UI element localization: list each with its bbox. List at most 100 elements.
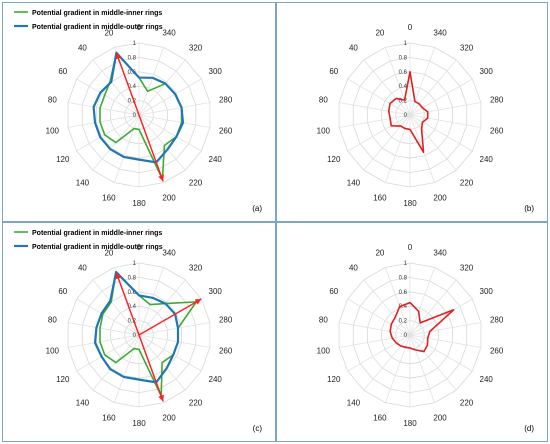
grid-spoke — [138, 267, 165, 336]
angle-tick-label: 200 — [162, 194, 176, 203]
angle-tick-label: 140 — [347, 178, 361, 187]
grid-spoke — [347, 78, 411, 116]
angle-tick-label: 280 — [490, 316, 504, 325]
angle-tick-label: 20 — [375, 28, 384, 37]
radar-chart-a: 0 0.2 0.4 0.6 0.8 1 0 20 40 60 80 100 120 140 160 180 20… — [14, 10, 262, 213]
grid-spoke — [409, 47, 436, 116]
angle-tick-label: 280 — [219, 96, 233, 105]
grid-spoke — [138, 322, 210, 336]
series-line — [389, 301, 455, 353]
grid-spoke — [92, 279, 140, 336]
angle-tick-label: 100 — [317, 126, 331, 135]
grid-spoke — [409, 334, 457, 391]
series-line — [387, 71, 429, 154]
radial-tick-label: 0.2 — [128, 99, 137, 105]
angle-tick-label: 280 — [490, 96, 504, 105]
grid-spoke — [409, 267, 436, 336]
grid-spoke — [138, 334, 210, 348]
angle-tick-label: 120 — [327, 375, 341, 384]
radial-tick-label: 0.8 — [128, 55, 137, 61]
grid-spoke — [409, 114, 457, 171]
grid-spoke — [409, 102, 481, 116]
angle-tick-label: 80 — [319, 316, 328, 325]
angle-tick-label: 100 — [46, 126, 60, 135]
angle-tick-label: 40 — [349, 44, 358, 53]
angle-tick-label: 180 — [132, 199, 146, 208]
grid-spoke — [339, 102, 411, 116]
angle-tick-label: 80 — [48, 96, 57, 105]
angle-tick-label: 40 — [78, 44, 87, 53]
angle-tick-label: 200 — [433, 414, 447, 423]
radial-tick-label: 0.6 — [399, 290, 408, 296]
radial-tick-label: 0.6 — [128, 290, 137, 296]
radial-tick-label: 1 — [404, 261, 408, 267]
grid-spoke — [409, 334, 481, 348]
grid-spoke — [339, 322, 411, 336]
grid-spoke — [384, 334, 411, 403]
grid-spoke — [347, 334, 411, 372]
grid-spoke — [409, 78, 473, 116]
grid-spoke — [76, 298, 140, 336]
direction-arrow — [138, 298, 202, 336]
grid-spoke — [409, 114, 481, 128]
radial-tick-label: 0.4 — [128, 84, 137, 90]
angle-tick-label: 340 — [162, 28, 176, 37]
radial-tick-label: 0.8 — [399, 55, 408, 61]
radial-tick-label: 0.2 — [399, 99, 408, 105]
panel-label: (a) — [252, 204, 262, 213]
legend-label: Potential gradient in middle-outer rings — [32, 24, 163, 31]
angle-tick-label: 20 — [104, 248, 113, 257]
radial-tick-label: 1 — [133, 261, 137, 267]
angle-tick-label: 260 — [490, 346, 504, 355]
angle-tick-label: 140 — [76, 398, 90, 407]
angle-tick-label: 180 — [403, 419, 417, 428]
angle-tick-label: 80 — [48, 316, 57, 325]
grid-spoke — [384, 114, 411, 183]
grid-spoke — [347, 114, 411, 152]
angle-tick-label: 260 — [219, 346, 233, 355]
angle-tick-label: 120 — [327, 155, 341, 164]
grid-spoke — [76, 114, 140, 152]
grid-spoke — [347, 298, 411, 336]
radial-tick-label: 1 — [133, 41, 137, 47]
angle-tick-label: 40 — [78, 264, 87, 273]
angle-tick-label: 340 — [433, 28, 447, 37]
radial-tick-label: 0.4 — [399, 84, 408, 90]
angle-tick-label: 220 — [460, 398, 474, 407]
angle-tick-label: 180 — [403, 199, 417, 208]
angle-tick-label: 80 — [319, 96, 328, 105]
angle-tick-label: 140 — [76, 178, 90, 187]
angle-tick-label: 140 — [347, 398, 361, 407]
angle-tick-label: 0 — [137, 243, 142, 252]
angle-tick-label: 260 — [490, 126, 504, 135]
angle-tick-label: 40 — [349, 264, 358, 273]
radar-chart-c: 0 0.2 0.4 0.6 0.8 1 0 20 40 60 80 100 120 140 160 180 20… — [14, 230, 262, 433]
angle-tick-label: 220 — [460, 178, 474, 187]
grid-spoke — [138, 334, 202, 372]
grid-spoke — [138, 59, 186, 116]
angle-tick-label: 160 — [373, 414, 387, 423]
angle-tick-label: 340 — [162, 248, 176, 257]
panel-label: (d) — [524, 424, 534, 433]
angle-tick-label: 60 — [329, 67, 338, 76]
grid-spoke — [339, 114, 411, 128]
angle-tick-label: 320 — [460, 44, 474, 53]
angle-tick-label: 300 — [480, 67, 494, 76]
angle-tick-label: 280 — [219, 316, 233, 325]
grid-spoke — [76, 334, 140, 372]
angle-tick-label: 340 — [433, 248, 447, 257]
radial-tick-label: 0.6 — [399, 70, 408, 76]
legend-label: Potential gradient in middle-outer rings — [32, 244, 163, 251]
angle-tick-label: 60 — [58, 287, 67, 296]
radial-tick-label: 0.4 — [399, 304, 408, 310]
radar-chart-b: 0 0.2 0.4 0.6 0.8 1 0 20 40 60 80 100 120 140 160 180 20… — [317, 23, 535, 213]
grid-spoke — [409, 59, 457, 116]
angle-tick-label: 300 — [480, 287, 494, 296]
grid-spoke — [363, 334, 411, 391]
direction-arrow-reverse — [115, 272, 164, 402]
angle-tick-label: 180 — [132, 419, 146, 428]
grid-spoke — [113, 114, 140, 183]
angle-tick-label: 300 — [209, 67, 223, 76]
grid-spoke — [138, 47, 165, 116]
grid-spoke — [409, 334, 436, 403]
